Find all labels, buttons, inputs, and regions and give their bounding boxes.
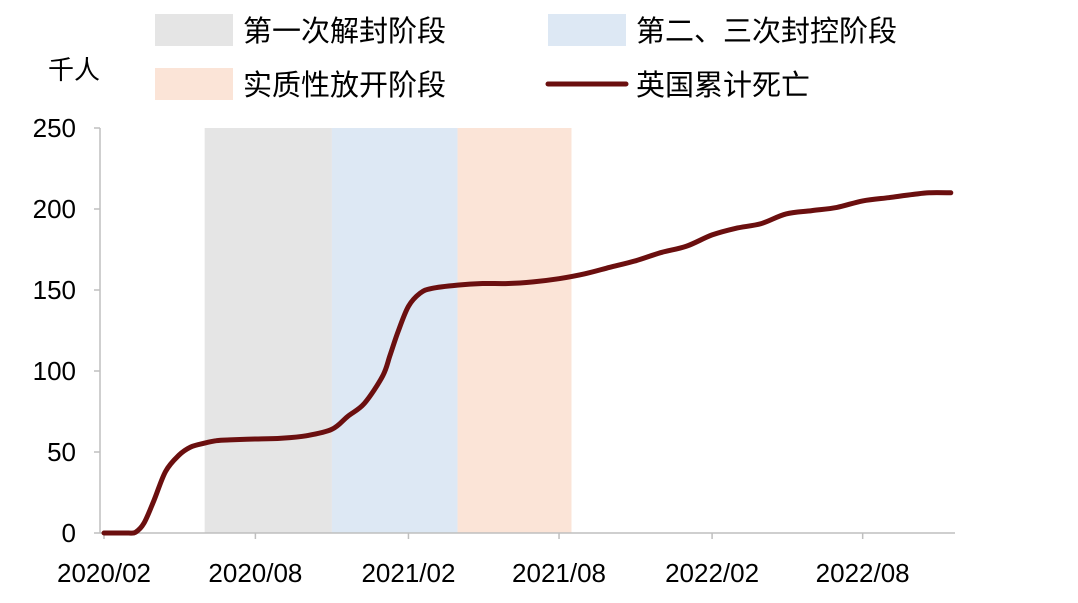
- phase-band-1: [204, 128, 332, 533]
- x-tick-label: 2020/08: [208, 558, 302, 588]
- legend-swatch-1: [155, 14, 233, 46]
- x-tick-label: 2021/08: [512, 558, 606, 588]
- y-tick-label: 200: [33, 194, 76, 224]
- x-tick-label: 2021/02: [361, 558, 455, 588]
- phase-band-3: [457, 128, 572, 533]
- y-tick-label: 150: [33, 275, 76, 305]
- legend-label-3: 实质性放开阶段: [243, 69, 446, 102]
- phase-band-2: [331, 128, 458, 533]
- y-tick-label: 250: [33, 113, 76, 143]
- axes: [99, 128, 955, 534]
- legend-swatch-3: [155, 68, 233, 100]
- legend-series-label: 英国累计死亡: [636, 69, 810, 102]
- legend-label-1: 第一次解封阶段: [243, 15, 446, 48]
- y-unit-label: 千人: [48, 55, 100, 85]
- y-tick-label: 50: [47, 437, 76, 467]
- x-ticks: 2020/02 2020/08 2021/02 2021/08 2022/02 2022/…: [57, 533, 910, 588]
- y-ticks: 0 50 100 150 200 250: [33, 113, 100, 548]
- y-tick-label: 0: [62, 518, 76, 548]
- series-layer: [101, 190, 954, 536]
- x-tick-label: 2020/02: [57, 558, 151, 588]
- series-line-1: [101, 190, 954, 536]
- legend-label-2: 第二、三次封控阶段: [636, 15, 897, 48]
- legend-swatch-2: [548, 14, 626, 46]
- phase-bands: [204, 128, 572, 533]
- y-tick-label: 100: [33, 356, 76, 386]
- x-tick-label: 2022/02: [665, 558, 759, 588]
- x-tick-label: 2022/08: [816, 558, 910, 588]
